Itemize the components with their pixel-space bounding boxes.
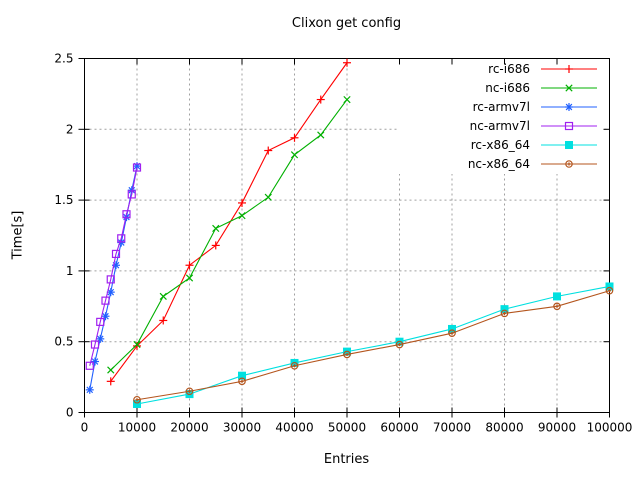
y-tick-label: 2 bbox=[66, 122, 74, 136]
x-tick-label: 60000 bbox=[380, 421, 418, 435]
series-line-rc-i686 bbox=[110, 62, 348, 382]
legend-sample-marker-nc-x86_64 bbox=[565, 160, 573, 168]
x-tick-label: 40000 bbox=[275, 421, 313, 435]
series-marker-nc-x86_64 bbox=[290, 361, 299, 370]
series-marker-nc-armv7l bbox=[85, 361, 94, 370]
series-marker-nc-x86_64 bbox=[553, 302, 561, 311]
series-marker-nc-x86_64 bbox=[133, 395, 141, 404]
series-marker-nc-armv7l bbox=[106, 275, 115, 284]
series-line-nc-i686 bbox=[110, 99, 348, 371]
x-tick-label: 10000 bbox=[118, 421, 156, 435]
series-marker-nc-i686 bbox=[317, 131, 325, 139]
legend-sample-marker-rc-x86_64 bbox=[565, 141, 573, 149]
legend-sample-marker-nc-armv7l bbox=[564, 121, 574, 131]
series-marker-rc-x86_64 bbox=[133, 400, 141, 409]
legend-label-rc-armv7l: rc-armv7l bbox=[473, 100, 530, 114]
legend-label-nc-armv7l: nc-armv7l bbox=[470, 119, 530, 133]
x-tick-label: 0 bbox=[81, 421, 89, 435]
legend-label-rc-x86_64: rc-x86_64 bbox=[471, 138, 530, 152]
series-marker-nc-x86_64 bbox=[395, 340, 404, 349]
series-marker-nc-x86_64 bbox=[238, 377, 246, 386]
x-tick-label: 30000 bbox=[223, 421, 261, 435]
y-tick-label: 0 bbox=[66, 406, 74, 420]
series-marker-rc-x86_64 bbox=[238, 371, 246, 380]
series-marker-nc-i686 bbox=[212, 224, 220, 233]
series-marker-nc-armv7l bbox=[90, 340, 100, 349]
series-marker-nc-x86_64 bbox=[448, 329, 456, 338]
legend-label-rc-i686: rc-i686 bbox=[488, 62, 530, 76]
series-marker-nc-armv7l bbox=[122, 210, 131, 219]
series-marker-nc-x86_64 bbox=[185, 387, 194, 396]
legend-background bbox=[398, 60, 602, 174]
series-marker-nc-i686 bbox=[133, 340, 141, 349]
series-marker-rc-armv7l bbox=[128, 186, 136, 194]
series-marker-nc-armv7l bbox=[96, 317, 105, 326]
series-marker-nc-x86_64 bbox=[343, 350, 351, 359]
y-tick-label: 0.5 bbox=[54, 335, 73, 349]
x-tick-label: 100000 bbox=[587, 421, 633, 435]
series-line-rc-x86_64 bbox=[136, 285, 610, 405]
series-marker-rc-x86_64 bbox=[448, 324, 456, 333]
legend-sample-marker-rc-armv7l bbox=[565, 103, 573, 111]
series-marker-nc-i686 bbox=[238, 212, 246, 220]
series-marker-rc-x86_64 bbox=[500, 305, 509, 314]
series-marker-nc-i686 bbox=[264, 193, 272, 201]
legend-label-nc-x86_64: nc-x86_64 bbox=[468, 157, 530, 171]
chart-title: Clixon get config bbox=[291, 16, 402, 31]
series-marker-nc-i686 bbox=[107, 366, 115, 374]
legend-label-nc-i686: nc-i686 bbox=[485, 81, 530, 95]
series-marker-nc-armv7l bbox=[117, 234, 126, 243]
series-line-nc-x86_64 bbox=[136, 290, 610, 401]
series-marker-nc-i686 bbox=[290, 151, 299, 159]
series-marker-nc-i686 bbox=[185, 274, 194, 282]
y-tick-label: 1.5 bbox=[54, 193, 73, 207]
series-marker-nc-armv7l bbox=[101, 296, 110, 305]
series-marker-nc-armv7l bbox=[132, 163, 142, 172]
series-marker-nc-i686 bbox=[159, 292, 167, 301]
series-marker-rc-armv7l bbox=[86, 386, 94, 394]
series-marker-rc-armv7l bbox=[107, 288, 115, 296]
series-marker-rc-x86_64 bbox=[605, 282, 614, 291]
y-tick-label: 1 bbox=[66, 264, 74, 278]
legend-sample-marker-nc-i686 bbox=[565, 84, 573, 92]
series-marker-nc-x86_64 bbox=[605, 286, 614, 295]
y-tick-label: 2.5 bbox=[54, 52, 73, 66]
x-tick-label: 20000 bbox=[170, 421, 208, 435]
series-marker-rc-x86_64 bbox=[553, 292, 561, 301]
x-tick-label: 80000 bbox=[485, 421, 523, 435]
series-line-nc-armv7l bbox=[89, 167, 138, 366]
series-marker-nc-armv7l bbox=[127, 190, 136, 199]
x-tick-label: 50000 bbox=[328, 421, 366, 435]
series-marker-nc-i686 bbox=[343, 95, 351, 104]
series-marker-rc-armv7l bbox=[112, 261, 120, 269]
series-marker-nc-x86_64 bbox=[500, 309, 509, 318]
x-tick-label: 90000 bbox=[538, 421, 576, 435]
x-axis-label: Entries bbox=[323, 452, 370, 467]
series-marker-rc-armv7l bbox=[123, 213, 130, 221]
x-tick-label: 70000 bbox=[433, 421, 471, 435]
series-marker-nc-armv7l bbox=[111, 249, 121, 259]
